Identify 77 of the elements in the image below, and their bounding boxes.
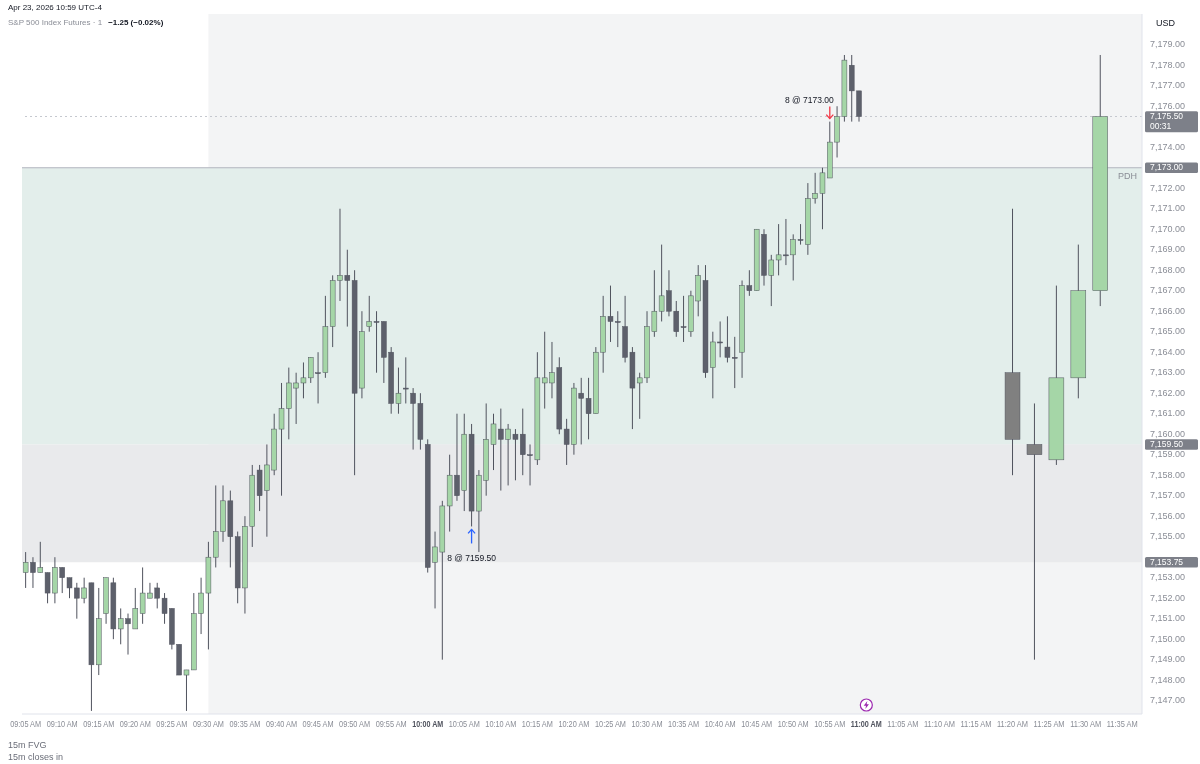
- y-tick-label: 7,179.00: [1150, 39, 1186, 50]
- x-tick-label: 11:35 AM: [1106, 719, 1142, 730]
- annotation: 00:31: [1150, 121, 1172, 132]
- x-tick-label: 10:20 AM: [558, 719, 595, 730]
- x-tick-label: 09:20 AM: [119, 719, 156, 730]
- x-tick-label: 09:50 AM: [339, 719, 376, 730]
- y-tick-label: 7,177.00: [1150, 80, 1186, 91]
- x-tick-label: 09:30 AM: [192, 719, 229, 730]
- x-tick-label: 10:45 AM: [741, 719, 778, 730]
- x-tick-label: 10:40 AM: [704, 719, 741, 730]
- text: 15m closes in: [8, 751, 64, 763]
- x-tick-label: 09:10 AM: [46, 719, 83, 730]
- y-axis-title: USD: [1156, 18, 1176, 29]
- x-tick-label: 11:00 AM: [850, 719, 888, 730]
- annotation: 7,173.00: [1150, 161, 1184, 172]
- text: S&P 500 Index Futures · 1: [8, 17, 103, 28]
- annotation: 7,153.75: [1150, 556, 1184, 567]
- y-tick-label: 7,162.00: [1150, 387, 1186, 398]
- y-tick-label: 7,169.00: [1150, 244, 1186, 255]
- y-tick-label: 7,155.00: [1150, 531, 1186, 542]
- y-tick-label: 7,171.00: [1150, 203, 1186, 214]
- x-tick-label: 10:10 AM: [485, 719, 522, 730]
- x-tick-label: 10:05 AM: [448, 719, 485, 730]
- x-tick-label: 10:35 AM: [668, 719, 704, 730]
- y-tick-label: 7,176.00: [1150, 100, 1186, 111]
- x-tick-label: 10:50 AM: [777, 719, 814, 730]
- y-tick-label: 7,174.00: [1150, 141, 1186, 152]
- y-tick-label: 7,160.00: [1150, 428, 1186, 439]
- y-tick-label: 7,150.00: [1150, 633, 1186, 644]
- y-tick-label: 7,167.00: [1150, 285, 1186, 296]
- x-tick-label: 11:10 AM: [923, 719, 960, 730]
- text: Apr 23, 2026 10:59 UTC-4: [8, 2, 102, 13]
- y-tick-label: 7,151.00: [1150, 613, 1186, 624]
- x-tick-label: 09:40 AM: [266, 719, 302, 730]
- x-tick-label: 11:15 AM: [960, 719, 996, 730]
- y-tick-label: 7,147.00: [1150, 695, 1186, 706]
- x-tick-label: 09:05 AM: [10, 719, 47, 730]
- y-tick-label: 7,166.00: [1150, 305, 1186, 316]
- y-tick-label: 7,157.00: [1150, 490, 1186, 501]
- annotation: 8 @ 7173.00: [784, 94, 835, 105]
- x-tick-label: 10:15 AM: [521, 719, 558, 730]
- y-tick-label: 7,178.00: [1150, 59, 1186, 70]
- y-tick-label: 7,158.00: [1150, 469, 1186, 480]
- x-tick-label: 10:30 AM: [631, 719, 668, 730]
- ref-line-label: PDH: [1117, 171, 1137, 182]
- y-tick-label: 7,148.00: [1150, 674, 1186, 685]
- x-tick-label: 11:20 AM: [997, 719, 1033, 730]
- annotation: 8 @ 7159.50: [447, 552, 497, 563]
- y-tick-label: 7,170.00: [1150, 223, 1186, 234]
- y-tick-label: 7,164.00: [1150, 346, 1186, 357]
- x-tick-label: 10:55 AM: [814, 719, 851, 730]
- annotation: 7,175.50: [1150, 110, 1184, 121]
- x-tick-label: 09:35 AM: [229, 719, 266, 730]
- text: 15m FVG: [8, 739, 48, 751]
- y-tick-label: 7,153.00: [1150, 572, 1186, 583]
- y-tick-label: 7,159.00: [1150, 449, 1186, 460]
- x-tick-label: 09:25 AM: [156, 719, 193, 730]
- text: −1.25 (−0.02%): [108, 17, 164, 28]
- y-tick-label: 7,172.00: [1150, 182, 1186, 193]
- y-tick-label: 7,149.00: [1150, 654, 1186, 665]
- y-tick-label: 7,168.00: [1150, 264, 1186, 275]
- y-tick-label: 7,161.00: [1150, 408, 1186, 419]
- y-tick-label: 7,163.00: [1150, 367, 1186, 378]
- x-tick-label: 10:25 AM: [594, 719, 631, 730]
- x-tick-label: 11:30 AM: [1070, 719, 1106, 730]
- y-tick-label: 7,165.00: [1150, 326, 1186, 337]
- x-tick-label: 09:55 AM: [375, 719, 412, 730]
- x-tick-label: 11:25 AM: [1033, 719, 1069, 730]
- candlestick: [1026, 402, 1043, 661]
- candlestick: [403, 356, 409, 404]
- x-tick-label: 10:00 AM: [412, 719, 450, 730]
- annotation: 7,159.50: [1150, 438, 1184, 449]
- y-tick-label: 7,152.00: [1150, 592, 1186, 603]
- x-tick-label: 11:05 AM: [887, 719, 923, 730]
- x-tick-label: 09:15 AM: [83, 719, 120, 730]
- x-tick-label: 09:45 AM: [302, 719, 339, 730]
- y-tick-label: 7,156.00: [1150, 510, 1186, 521]
